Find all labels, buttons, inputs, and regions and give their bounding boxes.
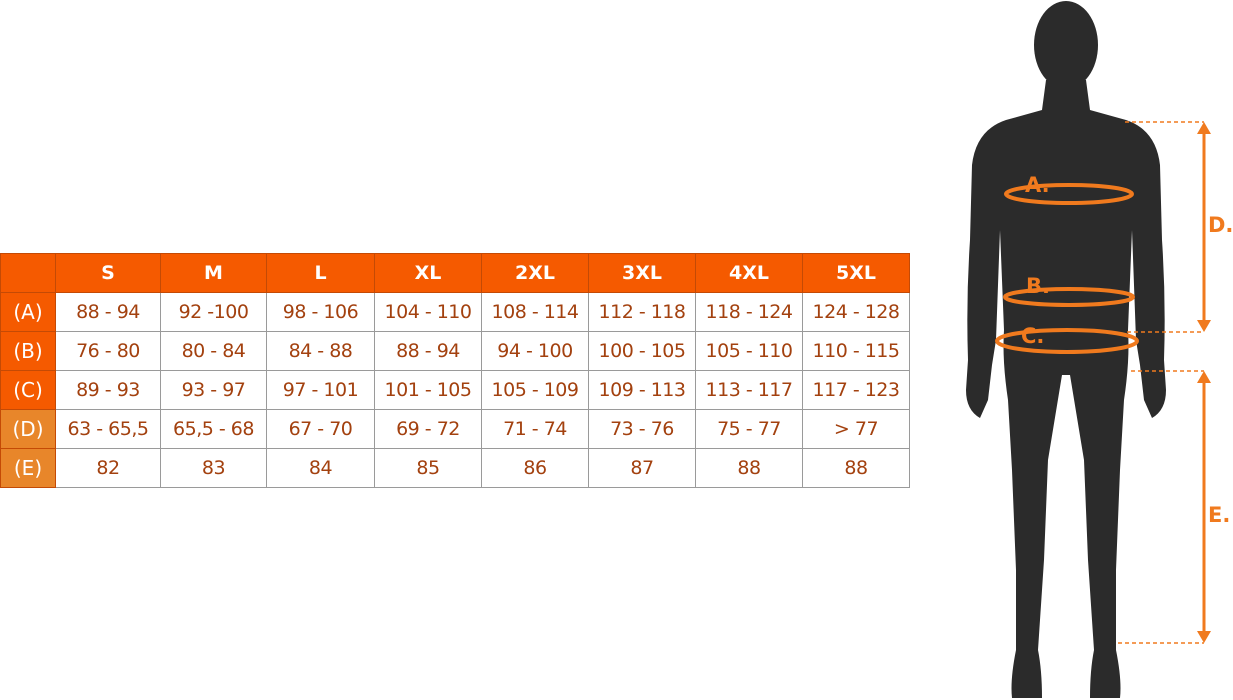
measurement-cell: 69 - 72 (374, 409, 482, 449)
measurement-cell: 88 - 94 (374, 331, 482, 371)
label-a: A. (1025, 173, 1050, 197)
measurement-cell: 67 - 70 (266, 409, 375, 449)
measurement-cell: > 77 (802, 409, 910, 449)
measurement-cell: 76 - 80 (55, 331, 161, 371)
measurement-cell: 84 - 88 (266, 331, 375, 371)
label-e: E. (1208, 503, 1230, 527)
measurement-cell: 94 - 100 (481, 331, 589, 371)
measurement-cell: 88 (802, 448, 910, 488)
label-d: D. (1208, 213, 1233, 237)
measurement-cell: 93 - 97 (160, 370, 267, 410)
measurement-cell: 87 (588, 448, 696, 488)
measurement-cell: 118 - 124 (695, 292, 803, 332)
measurement-cell: 84 (266, 448, 375, 488)
row-label: (B) (0, 331, 56, 371)
measurement-cell: 105 - 109 (481, 370, 589, 410)
measurement-cell: 88 (695, 448, 803, 488)
measurement-cell: 73 - 76 (588, 409, 696, 449)
size-header: 3XL (588, 253, 696, 293)
size-header: 5XL (802, 253, 910, 293)
label-c: C. (1021, 324, 1044, 348)
measurement-cell: 97 - 101 (266, 370, 375, 410)
measurement-cell: 105 - 110 (695, 331, 803, 371)
corner-cell (0, 253, 56, 293)
measurement-cell: 117 - 123 (802, 370, 910, 410)
size-header: M (160, 253, 267, 293)
row-label: (E) (0, 448, 56, 488)
measurement-cell: 101 - 105 (374, 370, 482, 410)
measurement-row: (D) 63 - 65,5 65,5 - 68 67 - 70 69 - 72 71 - … (0, 409, 910, 449)
hip-measure-ring (995, 328, 1139, 354)
measurement-cell: 88 - 94 (55, 292, 161, 332)
size-header: L (266, 253, 375, 293)
label-b: B. (1026, 274, 1050, 298)
measurement-row: (A) 88 - 94 92 -100 98 - 106 104 - 110 108 - … (0, 292, 910, 332)
measurement-cell: 65,5 - 68 (160, 409, 267, 449)
measurement-cell: 110 - 115 (802, 331, 910, 371)
measurement-cell: 63 - 65,5 (55, 409, 161, 449)
size-header: 2XL (481, 253, 589, 293)
measurement-row: (B) 76 - 80 80 - 84 84 - 88 88 - 94 94 - 100 1… (0, 331, 910, 371)
chest-measure-ring (1004, 183, 1134, 205)
size-header: 4XL (695, 253, 803, 293)
measurement-cell: 98 - 106 (266, 292, 375, 332)
size-header: XL (374, 253, 482, 293)
measurement-cell: 82 (55, 448, 161, 488)
measurement-row: (C) 89 - 93 93 - 97 97 - 101 101 - 105 105 - … (0, 370, 910, 410)
measurement-row: (E) 82 83 84 85 86 87 88 88 (0, 448, 910, 488)
body-silhouette (966, 1, 1166, 698)
measurement-cell: 108 - 114 (481, 292, 589, 332)
row-label: (D) (0, 409, 56, 449)
measurement-cell: 80 - 84 (160, 331, 267, 371)
body-measurement-figure: A. B. C. D. E. (966, 1, 1233, 698)
row-label: (C) (0, 370, 56, 410)
measurement-cell: 89 - 93 (55, 370, 161, 410)
measurement-cell: 86 (481, 448, 589, 488)
measurement-cell: 83 (160, 448, 267, 488)
size-header-row: S M L XL 2XL 3XL 4XL 5XL (0, 253, 910, 293)
size-chart-table: S M L XL 2XL 3XL 4XL 5XL (A) 88 - 94 92 -1… (0, 253, 910, 488)
measurement-cell: 112 - 118 (588, 292, 696, 332)
measurement-cell: 92 -100 (160, 292, 267, 332)
measurement-cell: 75 - 77 (695, 409, 803, 449)
measurement-cell: 104 - 110 (374, 292, 482, 332)
size-header: S (55, 253, 161, 293)
measurement-cell: 71 - 74 (481, 409, 589, 449)
measurement-cell: 109 - 113 (588, 370, 696, 410)
measurement-cell: 100 - 105 (588, 331, 696, 371)
measurement-cell: 113 - 117 (695, 370, 803, 410)
measurement-cell: 85 (374, 448, 482, 488)
measurement-cell: 124 - 128 (802, 292, 910, 332)
row-label: (A) (0, 292, 56, 332)
waist-measure-ring (1003, 287, 1135, 307)
